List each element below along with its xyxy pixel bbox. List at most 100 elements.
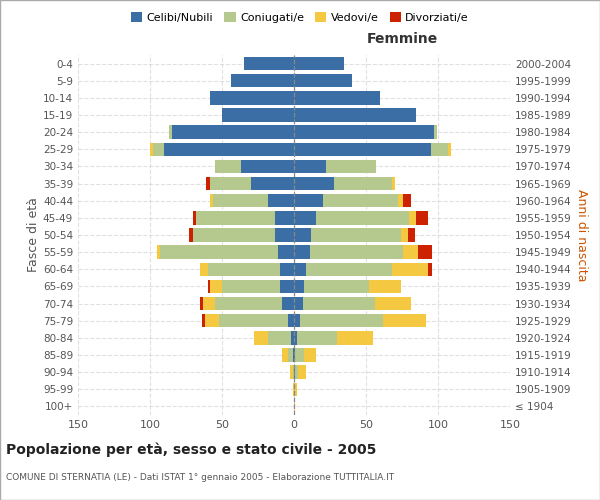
Bar [294, 142, 431, 156]
Bar [294, 177, 334, 190]
Bar [323, 194, 398, 207]
Bar [208, 280, 211, 293]
Bar [211, 194, 214, 207]
Bar [428, 262, 432, 276]
Bar [254, 331, 268, 344]
Bar [337, 331, 373, 344]
Bar [200, 262, 208, 276]
Bar [288, 314, 294, 328]
Bar [160, 246, 278, 259]
Bar [304, 348, 316, 362]
Bar [418, 246, 432, 259]
Bar [293, 382, 294, 396]
Bar [408, 228, 415, 241]
Bar [448, 142, 451, 156]
Bar [294, 314, 300, 328]
Bar [294, 400, 295, 413]
Bar [297, 331, 337, 344]
Bar [294, 74, 352, 88]
Bar [211, 91, 294, 104]
Bar [283, 297, 294, 310]
Bar [275, 211, 294, 224]
Bar [153, 142, 164, 156]
Bar [219, 314, 288, 328]
Bar [205, 314, 219, 328]
Bar [294, 211, 316, 224]
Bar [316, 211, 409, 224]
Bar [294, 297, 302, 310]
Bar [189, 228, 193, 241]
Bar [434, 126, 437, 139]
Bar [157, 246, 160, 259]
Bar [222, 280, 280, 293]
Text: Popolazione per età, sesso e stato civile - 2005: Popolazione per età, sesso e stato civil… [6, 442, 376, 457]
Bar [374, 297, 410, 310]
Bar [401, 228, 408, 241]
Bar [283, 348, 288, 362]
Bar [211, 280, 222, 293]
Bar [193, 228, 275, 241]
Y-axis label: Fasce di età: Fasce di età [27, 198, 40, 272]
Bar [398, 194, 403, 207]
Bar [369, 280, 401, 293]
Bar [164, 142, 294, 156]
Bar [409, 211, 416, 224]
Bar [295, 366, 298, 379]
Bar [211, 177, 251, 190]
Text: Femmine: Femmine [367, 32, 437, 46]
Bar [305, 262, 392, 276]
Bar [200, 297, 203, 310]
Bar [310, 246, 403, 259]
Bar [403, 246, 418, 259]
Bar [431, 142, 448, 156]
Bar [268, 331, 291, 344]
Bar [241, 160, 294, 173]
Bar [196, 211, 275, 224]
Bar [208, 262, 280, 276]
Bar [150, 142, 153, 156]
Bar [280, 262, 294, 276]
Bar [294, 280, 304, 293]
Bar [294, 331, 297, 344]
Bar [278, 246, 294, 259]
Bar [169, 126, 172, 139]
Bar [215, 160, 241, 173]
Bar [172, 126, 294, 139]
Bar [294, 366, 295, 379]
Bar [294, 382, 295, 396]
Bar [203, 297, 215, 310]
Bar [295, 382, 297, 396]
Bar [244, 57, 294, 70]
Bar [290, 366, 293, 379]
Y-axis label: Anni di nascita: Anni di nascita [575, 188, 588, 281]
Bar [193, 211, 196, 224]
Bar [291, 331, 294, 344]
Bar [215, 297, 283, 310]
Bar [294, 126, 434, 139]
Bar [206, 177, 211, 190]
Bar [294, 262, 305, 276]
Bar [294, 194, 323, 207]
Bar [294, 228, 311, 241]
Bar [326, 160, 376, 173]
Bar [293, 348, 294, 362]
Bar [302, 297, 374, 310]
Bar [294, 57, 344, 70]
Bar [294, 91, 380, 104]
Bar [334, 177, 392, 190]
Bar [294, 160, 326, 173]
Bar [268, 194, 294, 207]
Bar [288, 348, 293, 362]
Bar [275, 228, 294, 241]
Bar [294, 246, 310, 259]
Bar [392, 177, 395, 190]
Bar [416, 211, 428, 224]
Bar [294, 108, 416, 122]
Bar [202, 314, 205, 328]
Bar [298, 366, 305, 379]
Bar [293, 366, 294, 379]
Bar [304, 280, 369, 293]
Bar [403, 194, 410, 207]
Bar [251, 177, 294, 190]
Text: COMUNE DI STERNATIA (LE) - Dati ISTAT 1° gennaio 2005 - Elaborazione TUTTITALIA.: COMUNE DI STERNATIA (LE) - Dati ISTAT 1°… [6, 472, 394, 482]
